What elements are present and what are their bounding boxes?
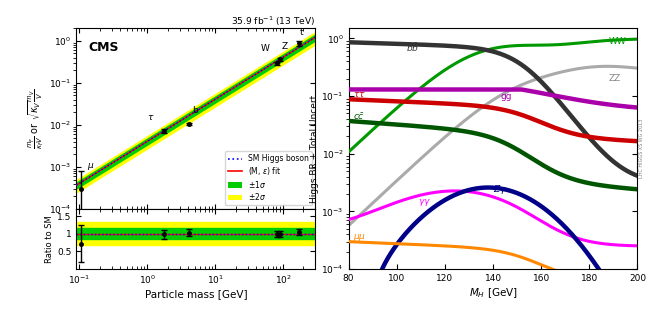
Text: WW: WW: [608, 37, 626, 46]
X-axis label: $M_H$ [GeV]: $M_H$ [GeV]: [469, 286, 517, 300]
Legend: SM Higgs boson, (M, $\varepsilon$) fit, $\pm 1\sigma$, $\pm 2\sigma$: SM Higgs boson, (M, $\varepsilon$) fit, …: [224, 151, 311, 205]
Text: $c\bar{c}$: $c\bar{c}$: [353, 111, 365, 122]
Y-axis label: Ratio to SM: Ratio to SM: [45, 215, 54, 263]
Text: ZZ: ZZ: [608, 74, 621, 83]
Text: 35.9 fb$^{-1}$ (13 TeV): 35.9 fb$^{-1}$ (13 TeV): [231, 15, 315, 28]
Text: LHC HIGGS XS WG 2013: LHC HIGGS XS WG 2013: [639, 119, 644, 178]
Text: $\mu\mu$: $\mu\mu$: [353, 232, 367, 243]
Text: CMS: CMS: [88, 41, 119, 54]
Text: W: W: [261, 44, 270, 53]
Y-axis label: $\frac{m_F}{\kappa_F V}$ or $\sqrt{\kappa_V}\frac{m_V}{V}$: $\frac{m_F}{\kappa_F V}$ or $\sqrt{\kapp…: [27, 89, 46, 149]
Text: $b\bar{b}$: $b\bar{b}$: [406, 41, 420, 54]
Text: $\tau\tau$: $\tau\tau$: [353, 90, 367, 99]
X-axis label: Particle mass [GeV]: Particle mass [GeV]: [145, 289, 247, 299]
Text: $\mu$: $\mu$: [87, 161, 95, 172]
Y-axis label: Higgs BR + Total Uncert: Higgs BR + Total Uncert: [309, 95, 319, 203]
Text: Z: Z: [282, 42, 288, 51]
Text: t: t: [300, 28, 303, 37]
Text: $Z\gamma$: $Z\gamma$: [493, 183, 507, 196]
Text: b: b: [192, 106, 197, 115]
Text: $\gamma\gamma$: $\gamma\gamma$: [418, 197, 432, 208]
Text: gg: gg: [500, 92, 512, 101]
Text: $\tau$: $\tau$: [147, 113, 155, 122]
